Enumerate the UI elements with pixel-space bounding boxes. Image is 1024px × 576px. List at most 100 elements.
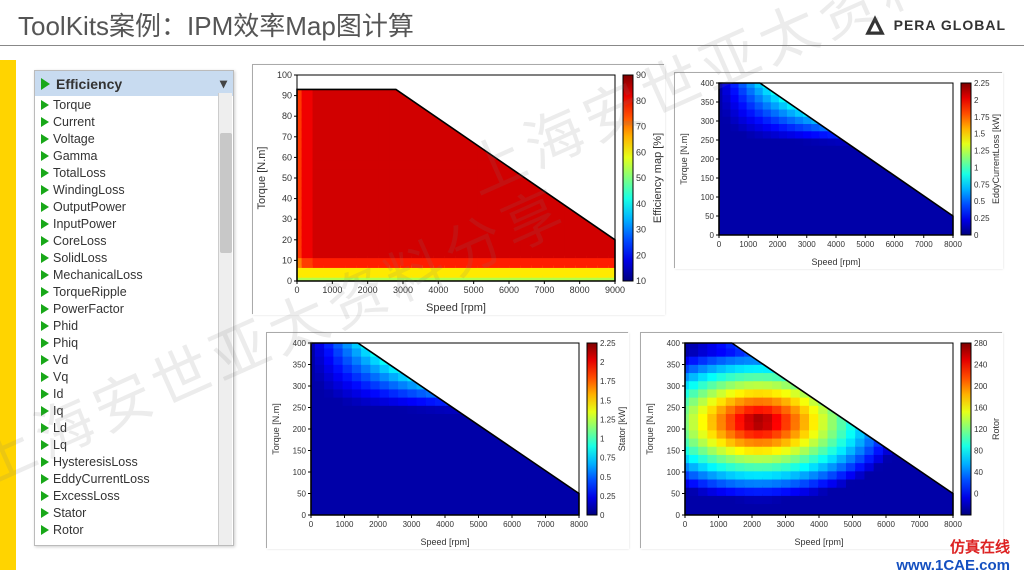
svg-text:2.25: 2.25	[600, 339, 616, 348]
svg-text:400: 400	[701, 79, 715, 88]
svg-text:150: 150	[667, 447, 681, 456]
svg-text:0: 0	[974, 231, 979, 240]
svg-text:0: 0	[717, 240, 722, 249]
svg-text:1: 1	[600, 435, 605, 444]
scroll-thumb[interactable]	[220, 133, 232, 253]
stator-chart: 0100020003000400050006000700080000501001…	[266, 332, 628, 548]
svg-text:7000: 7000	[911, 520, 929, 529]
svg-text:0: 0	[974, 490, 979, 499]
svg-text:6000: 6000	[503, 520, 521, 529]
svg-text:Speed [rpm]: Speed [rpm]	[794, 537, 843, 547]
svg-text:7000: 7000	[537, 520, 555, 529]
triangle-icon	[41, 185, 49, 195]
svg-text:0: 0	[302, 511, 307, 520]
triangle-icon	[41, 270, 49, 280]
list-item[interactable]: Current	[35, 113, 233, 130]
svg-text:0: 0	[600, 511, 605, 520]
svg-text:350: 350	[667, 361, 681, 370]
list-item[interactable]: SolidLoss	[35, 249, 233, 266]
svg-text:4000: 4000	[436, 520, 454, 529]
svg-text:Efficiency map [%]: Efficiency map [%]	[652, 133, 664, 223]
svg-text:3000: 3000	[393, 285, 413, 295]
svg-text:0: 0	[710, 231, 715, 240]
list-item-label: Rotor	[53, 523, 84, 537]
list-item[interactable]: Vq	[35, 368, 233, 385]
svg-text:0.75: 0.75	[600, 454, 616, 463]
svg-text:7000: 7000	[534, 285, 554, 295]
svg-text:30: 30	[282, 214, 292, 224]
list-item[interactable]: Phid	[35, 317, 233, 334]
triangle-icon	[41, 440, 49, 450]
triangle-icon	[41, 219, 49, 229]
svg-text:5000: 5000	[464, 285, 484, 295]
svg-text:50: 50	[671, 490, 680, 499]
triangle-icon	[41, 508, 49, 518]
list-item-label: Ld	[53, 421, 67, 435]
list-item[interactable]: Lq	[35, 436, 233, 453]
list-item[interactable]: Id	[35, 385, 233, 402]
list-item[interactable]: InputPower	[35, 215, 233, 232]
svg-text:8000: 8000	[570, 285, 590, 295]
list-item[interactable]: TorqueRipple	[35, 283, 233, 300]
svg-text:2: 2	[974, 96, 979, 105]
list-item[interactable]: Vd	[35, 351, 233, 368]
efficiency-map-chart: 0100020003000400050006000700080009000010…	[252, 64, 664, 314]
svg-text:1000: 1000	[336, 520, 354, 529]
svg-text:1.25: 1.25	[974, 147, 990, 156]
triangle-icon	[41, 287, 49, 297]
list-item[interactable]: WindingLoss	[35, 181, 233, 198]
svg-text:2.25: 2.25	[974, 79, 990, 88]
svg-text:0.5: 0.5	[600, 473, 612, 482]
svg-text:20: 20	[282, 235, 292, 245]
svg-text:1.5: 1.5	[974, 130, 986, 139]
svg-text:0.75: 0.75	[974, 180, 990, 189]
list-dropdown[interactable]: Efficiency ▾	[35, 71, 233, 96]
svg-text:1000: 1000	[322, 285, 342, 295]
svg-text:Torque [N.m]: Torque [N.m]	[271, 403, 281, 455]
list-item[interactable]: Iq	[35, 402, 233, 419]
svg-text:200: 200	[293, 425, 307, 434]
list-item[interactable]: Torque	[35, 96, 233, 113]
svg-text:40: 40	[974, 468, 983, 477]
svg-text:300: 300	[701, 117, 715, 126]
list-item[interactable]: Phiq	[35, 334, 233, 351]
triangle-icon	[41, 236, 49, 246]
list-item[interactable]: CoreLoss	[35, 232, 233, 249]
svg-text:200: 200	[667, 425, 681, 434]
logo-icon	[862, 12, 888, 38]
list-item[interactable]: Rotor	[35, 521, 233, 538]
svg-text:1.75: 1.75	[974, 113, 990, 122]
svg-text:100: 100	[701, 193, 715, 202]
variable-list[interactable]: TorqueCurrentVoltageGammaTotalLossWindin…	[35, 96, 233, 544]
svg-text:3000: 3000	[777, 520, 795, 529]
list-item[interactable]: PowerFactor	[35, 300, 233, 317]
list-item[interactable]: MechanicalLoss	[35, 266, 233, 283]
variable-list-panel: Efficiency ▾ TorqueCurrentVoltageGammaTo…	[34, 70, 234, 546]
list-item-label: OutputPower	[53, 200, 126, 214]
triangle-icon	[41, 406, 49, 416]
triangle-icon	[41, 372, 49, 382]
list-item[interactable]: Voltage	[35, 130, 233, 147]
scrollbar[interactable]	[218, 93, 232, 545]
list-item[interactable]: Gamma	[35, 147, 233, 164]
list-item[interactable]: Ld	[35, 419, 233, 436]
list-item-label: Phiq	[53, 336, 78, 350]
list-item-label: InputPower	[53, 217, 116, 231]
svg-text:0: 0	[309, 520, 314, 529]
svg-text:9000: 9000	[605, 285, 625, 295]
svg-text:5000: 5000	[844, 520, 862, 529]
list-item[interactable]: HysteresisLoss	[35, 453, 233, 470]
list-item[interactable]: EddyCurrentLoss	[35, 470, 233, 487]
list-item[interactable]: Stator	[35, 504, 233, 521]
triangle-icon	[41, 321, 49, 331]
list-item[interactable]: ExcessLoss	[35, 487, 233, 504]
list-item-label: EddyCurrentLoss	[53, 472, 150, 486]
svg-text:300: 300	[667, 382, 681, 391]
list-item-label: Vd	[53, 353, 68, 367]
svg-text:80: 80	[282, 111, 292, 121]
svg-text:50: 50	[705, 212, 714, 221]
list-item[interactable]: OutputPower	[35, 198, 233, 215]
triangle-icon	[41, 338, 49, 348]
svg-text:30: 30	[636, 225, 646, 235]
list-item[interactable]: TotalLoss	[35, 164, 233, 181]
